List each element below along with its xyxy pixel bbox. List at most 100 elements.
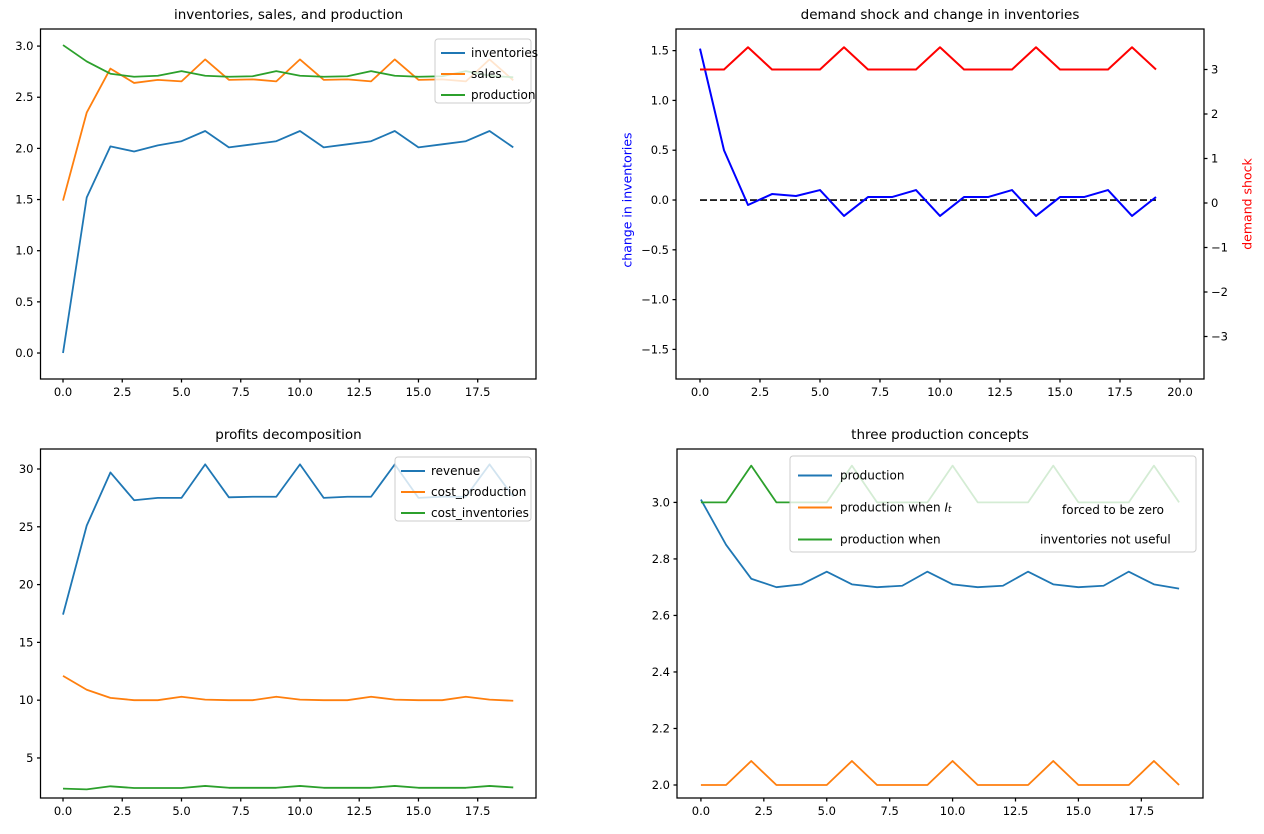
right-y-axis-ticks: −3 −2 −1 0 1 2 3 bbox=[1204, 62, 1228, 344]
x-tick-label: 5.0 bbox=[818, 804, 836, 818]
x-tick-label: 0.0 bbox=[691, 385, 709, 399]
y-axis-label-change-in-inventories: change in inventories bbox=[619, 132, 635, 268]
y-tick-label: 2.0 bbox=[652, 778, 670, 792]
x-axis-ticks: 0.0 2.5 5.0 7.5 10.0 12.5 15.0 17.5 20.0 bbox=[691, 379, 1193, 399]
chart-demand-shock-change-in-inventories: 0.0 2.5 5.0 7.5 10.0 12.5 15.0 17.5 2 0.0 −1.5 −1.0… bbox=[641, 28, 1228, 399]
x-tick-label: 7.5 bbox=[871, 385, 889, 399]
x-tick-label: 17.5 bbox=[465, 385, 491, 399]
x-tick-label: 2.5 bbox=[755, 804, 773, 818]
right-y-tick-label: −3 bbox=[1211, 330, 1228, 344]
axes-spines bbox=[675, 28, 1205, 380]
x-tick-label: 12.5 bbox=[987, 385, 1013, 399]
series-line-production bbox=[700, 499, 1180, 590]
x-tick-label: 10.0 bbox=[287, 385, 313, 399]
legend-label: production bbox=[840, 469, 904, 483]
legend: revenue cost_production cost_inventories bbox=[394, 456, 532, 522]
right-y-tick-label: −2 bbox=[1211, 285, 1228, 299]
y-axis-ticks: 2.0 2.2 2.4 2.6 2.8 3.0 bbox=[652, 495, 677, 792]
y-tick-label: 30 bbox=[19, 462, 34, 476]
right-y-tick-label: 2 bbox=[1211, 107, 1218, 121]
x-tick-label: 17.5 bbox=[465, 804, 491, 818]
y-tick-label: 0.0 bbox=[651, 193, 669, 207]
plot-lines bbox=[699, 46, 1157, 217]
x-tick-label: 12.5 bbox=[346, 804, 372, 818]
x-tick-label: 12.5 bbox=[346, 385, 372, 399]
x-tick-label: 7.5 bbox=[881, 804, 899, 818]
y-tick-label: 0.5 bbox=[15, 295, 33, 309]
y-tick-label: 20 bbox=[19, 578, 34, 592]
legend-label: revenue bbox=[431, 464, 480, 478]
legend: inventories sales production bbox=[434, 38, 538, 104]
x-tick-label: 5.0 bbox=[172, 804, 190, 818]
y-tick-label: −1.0 bbox=[641, 293, 669, 307]
x-tick-label: 7.5 bbox=[232, 804, 250, 818]
legend-label: cost_inventories bbox=[431, 506, 529, 520]
y-tick-label: −1.5 bbox=[641, 342, 669, 356]
x-tick-label: 15.0 bbox=[406, 804, 432, 818]
y-tick-label: 15 bbox=[19, 635, 34, 649]
y-tick-label: 2.2 bbox=[652, 721, 670, 735]
axes-spines bbox=[676, 448, 1204, 799]
legend-label: production when It forced to be zero bbox=[840, 501, 1164, 518]
chart-profits-decomposition: 0.0 2.5 5.0 7.5 10.0 12.5 15.0 17.5 5 10 15 20 25 30 r… bbox=[19, 448, 537, 818]
y-axis-ticks: 5 10 15 20 25 30 bbox=[19, 462, 41, 765]
y-axis-ticks: −1.5 −1.0 −0.5 0.0 0.5 1.0 1.5 bbox=[641, 44, 676, 356]
y-axis-label-demand-shock: demand shock bbox=[1239, 158, 1255, 250]
right-y-tick-label: −1 bbox=[1211, 240, 1228, 254]
y-tick-label: 25 bbox=[19, 520, 34, 534]
x-tick-label: 15.0 bbox=[1047, 385, 1073, 399]
series-line-change-in-inventories bbox=[699, 48, 1157, 217]
y-tick-label: 2.5 bbox=[15, 90, 33, 104]
y-tick-label: 1.5 bbox=[15, 193, 33, 207]
right-y-tick-label: 1 bbox=[1211, 151, 1218, 165]
x-tick-label: 2.5 bbox=[113, 385, 131, 399]
x-tick-label: 17.5 bbox=[1107, 385, 1133, 399]
y-tick-label: 0.5 bbox=[651, 143, 669, 157]
legend-label: production when inventories not useful bbox=[840, 533, 1171, 547]
x-tick-label: 2.5 bbox=[113, 804, 131, 818]
series-line-inventories bbox=[62, 130, 514, 354]
y-axis-ticks: 0.0 0.5 1.0 1.5 2.0 2.5 3.0 bbox=[15, 39, 41, 360]
series-line-cost-inventories bbox=[62, 785, 514, 791]
x-axis-ticks: 0.0 2.5 5.0 7.5 10.0 12.5 15.0 17.5 bbox=[54, 798, 491, 818]
x-axis-ticks: 0.0 2.5 5.0 7.5 10.0 12.5 15.0 17.5 bbox=[54, 379, 491, 399]
series-line-cost-production bbox=[62, 675, 514, 702]
y-tick-label: 1.5 bbox=[651, 44, 669, 58]
x-tick-label: 12.5 bbox=[1003, 804, 1029, 818]
x-tick-label: 10.0 bbox=[287, 804, 313, 818]
y-tick-label: 3.0 bbox=[15, 39, 33, 53]
x-tick-label: 5.0 bbox=[811, 385, 829, 399]
legend-box bbox=[789, 455, 1197, 553]
y-tick-label: 1.0 bbox=[15, 244, 33, 258]
legend: production production when It forced to be… bbox=[789, 455, 1197, 553]
y-tick-label: 10 bbox=[19, 693, 34, 707]
y-tick-label: 2.8 bbox=[652, 552, 670, 566]
legend-label: production bbox=[471, 88, 535, 102]
x-tick-label: 15.0 bbox=[406, 385, 432, 399]
y-tick-label: 0.0 bbox=[15, 346, 33, 360]
chart-title-demand-shock: demand shock and change in inventories bbox=[800, 7, 1080, 23]
x-tick-label: 7.5 bbox=[232, 385, 250, 399]
x-axis-ticks: 0.0 2.5 5.0 7.5 10.0 12.5 15.0 17.5 bbox=[692, 798, 1154, 818]
x-tick-label: 10.0 bbox=[940, 804, 966, 818]
x-tick-label: 10.0 bbox=[927, 385, 953, 399]
y-tick-label: 2.6 bbox=[652, 608, 670, 622]
x-tick-label: 0.0 bbox=[54, 385, 72, 399]
y-tick-label: 1.0 bbox=[651, 93, 669, 107]
x-tick-label: 15.0 bbox=[1066, 804, 1092, 818]
legend-label: cost_production bbox=[431, 485, 526, 499]
series-line-production-when-it-forced-to-be-zero bbox=[700, 760, 1180, 786]
x-tick-label: 0.0 bbox=[692, 804, 710, 818]
x-tick-label: 2.5 bbox=[751, 385, 769, 399]
axes-spines bbox=[39, 448, 537, 799]
axes-spines bbox=[39, 28, 537, 380]
legend-box bbox=[394, 456, 532, 522]
legend-label: inventories bbox=[471, 46, 538, 60]
chart-inventories-sales-production: 0.0 2.5 5.0 7.5 10.0 12.5 15.0 17.5 0.0 0.5 1.0 1.5… bbox=[15, 28, 538, 399]
y-tick-label: 5 bbox=[26, 751, 33, 765]
x-tick-label: 5.0 bbox=[172, 385, 190, 399]
x-tick-label: 0.0 bbox=[54, 804, 72, 818]
right-y-tick-label: 3 bbox=[1211, 62, 1218, 76]
